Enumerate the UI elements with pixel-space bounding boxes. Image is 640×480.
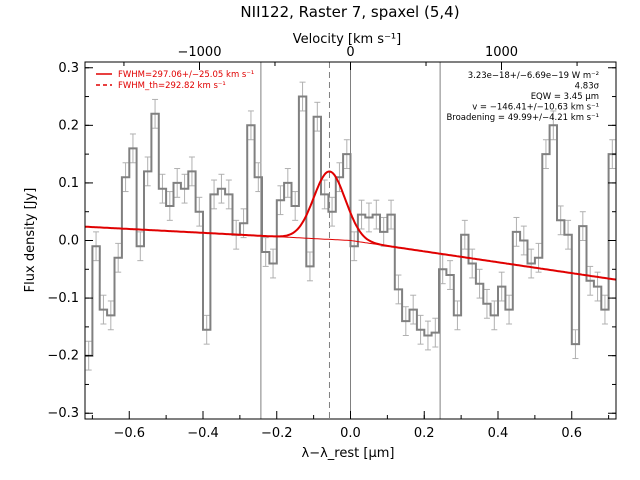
legend-label: FWHM=297.06+/−25.05 km s⁻¹ — [118, 70, 254, 80]
y-axis-label: Flux density [Jy] — [23, 188, 38, 293]
x-tick-label: −0.6 — [113, 426, 145, 441]
y-tick-label: 0.0 — [58, 234, 79, 249]
fit-annotation-line: v = −146.41+/−10.63 km s⁻¹ — [472, 103, 599, 113]
fit-annotation-line: EQW = 3.45 μm — [531, 92, 599, 102]
gaussian-fit-curve — [84, 170, 617, 281]
axis-ticks: −0.6 −0.4 −0.2 0.0 0.2 0.4 0.6 −0.3 −0.2 −0.1 0.0 0… — [47, 45, 616, 441]
y-tick-label: −0.1 — [47, 291, 79, 306]
legend: FWHM=297.06+/−25.05 km s⁻¹FWHM_th=292.82… — [96, 70, 254, 91]
x-tick-label: 0.4 — [488, 426, 509, 441]
y-tick-label: 0.2 — [58, 118, 79, 133]
top-tick-label: 0 — [346, 45, 354, 60]
top-tick-label: 1000 — [485, 45, 518, 60]
legend-label: FWHM_th=292.82 km s⁻¹ — [118, 81, 226, 91]
top-axis-label: Velocity [km s⁻¹] — [293, 32, 401, 47]
fit-annotation-line: 4.83σ — [575, 82, 600, 92]
y-tick-label: −0.2 — [47, 349, 79, 364]
x-axis-label: λ−λ_rest [μm] — [302, 446, 395, 461]
x-tick-label: 0.2 — [414, 426, 435, 441]
x-tick-label: −0.2 — [261, 426, 293, 441]
spectrum-histogram — [85, 95, 616, 357]
y-tick-label: −0.3 — [47, 406, 79, 421]
x-tick-label: 0.6 — [561, 426, 582, 441]
x-tick-label: 0.0 — [340, 426, 361, 441]
fit-annotation-line: 3.23e−18+/−6.69e−19 W m⁻² — [468, 71, 599, 81]
fit-annotation-line: Broadening = 49.99+/−4.21 km s⁻¹ — [446, 113, 599, 123]
y-tick-label: 0.3 — [58, 61, 79, 76]
x-tick-label: −0.4 — [187, 426, 219, 441]
top-tick-label: −1000 — [178, 45, 222, 60]
chart-title: NII122, Raster 7, spaxel (5,4) — [240, 3, 459, 21]
series-layer — [84, 81, 617, 371]
y-tick-label: 0.1 — [58, 176, 79, 191]
